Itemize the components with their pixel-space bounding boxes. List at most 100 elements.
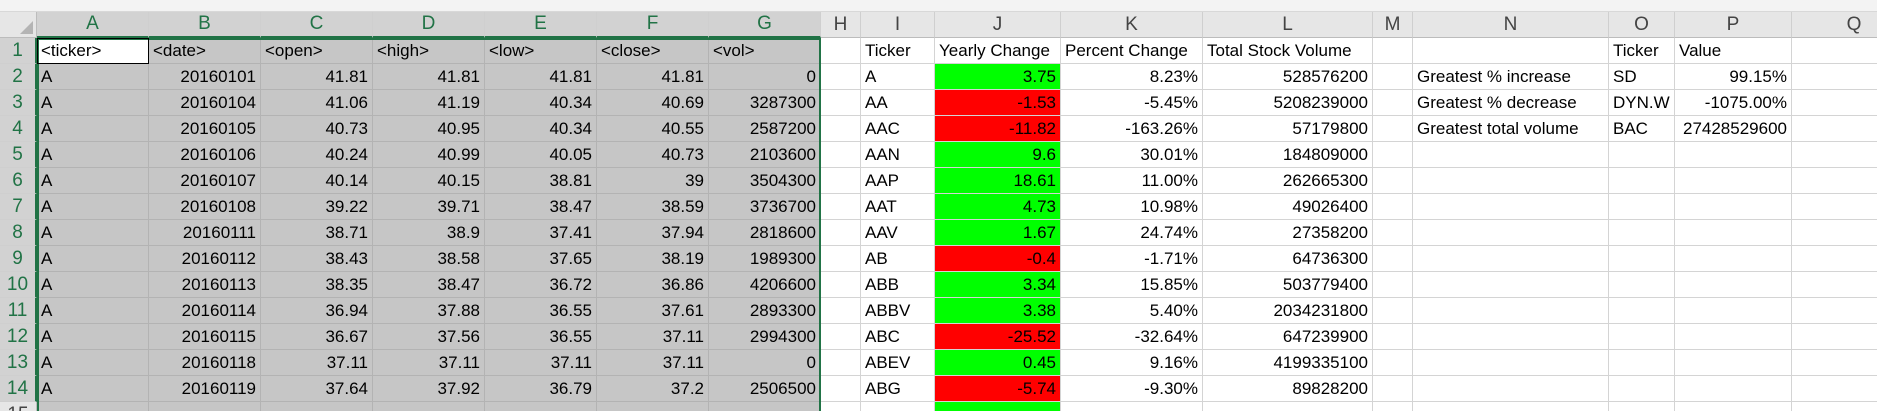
summary-ticker-cell[interactable]: ABBV (861, 298, 935, 324)
row-header-2[interactable]: 2 (0, 64, 37, 90)
stock-data-cell[interactable]: 2994300 (709, 324, 821, 350)
empty-cell[interactable] (1675, 376, 1792, 402)
stock-data-cell[interactable]: 36.86 (597, 272, 709, 298)
empty-cell[interactable] (1792, 116, 1877, 142)
yearly-change-cell[interactable]: 3.75 (935, 64, 1061, 90)
stock-data-cell[interactable]: 20160112 (149, 246, 261, 272)
percent-change-cell[interactable]: 24.74% (1061, 220, 1203, 246)
stock-data-cell[interactable]: 2506500 (709, 376, 821, 402)
empty-cell[interactable] (821, 350, 861, 376)
stock-data-cell[interactable]: 36.67 (261, 324, 373, 350)
stock-data-cell[interactable]: A (37, 142, 149, 168)
stock-data-cell[interactable]: 20160101 (149, 64, 261, 90)
greatest-value-cell[interactable]: 27428529600 (1675, 116, 1792, 142)
stock-data-cell[interactable]: 36.55 (485, 324, 597, 350)
stock-data-cell[interactable]: A (37, 376, 149, 402)
total-volume-cell[interactable]: 49026400 (1203, 194, 1373, 220)
empty-cell[interactable] (1609, 350, 1675, 376)
empty-cell[interactable] (821, 168, 861, 194)
yearly-change-cell[interactable]: 1.67 (935, 220, 1061, 246)
stock-data-cell[interactable]: 38.71 (261, 220, 373, 246)
empty-cell[interactable] (1373, 246, 1413, 272)
yearly-change-cell[interactable]: 4.73 (935, 194, 1061, 220)
stock-data-cell[interactable]: 40.34 (485, 116, 597, 142)
stock-data-cell[interactable] (261, 402, 373, 411)
stock-data-cell[interactable]: 3736700 (709, 194, 821, 220)
empty-cell[interactable] (1675, 194, 1792, 220)
row-header-14[interactable]: 14 (0, 376, 37, 402)
empty-cell[interactable] (1413, 246, 1609, 272)
stock-data-cell[interactable]: 37.11 (597, 350, 709, 376)
empty-cell[interactable] (1792, 376, 1877, 402)
stock-data-cell[interactable]: 20160115 (149, 324, 261, 350)
stock-data-cell[interactable]: 41.81 (261, 64, 373, 90)
empty-cell[interactable] (1373, 324, 1413, 350)
greatest-value-cell[interactable]: -1075.00% (1675, 90, 1792, 116)
total-volume-cell[interactable]: 4199335100 (1203, 350, 1373, 376)
empty-cell[interactable] (821, 116, 861, 142)
stock-data-cell[interactable]: A (37, 272, 149, 298)
stock-data-cell[interactable]: 38.47 (485, 194, 597, 220)
stock-data-cell[interactable]: 41.06 (261, 90, 373, 116)
stock-data-cell[interactable]: A (37, 194, 149, 220)
column-header-l[interactable]: L (1203, 12, 1373, 38)
empty-cell[interactable] (821, 220, 861, 246)
stock-data-cell[interactable]: 2103600 (709, 142, 821, 168)
yearly-change-cell[interactable]: -25.52 (935, 324, 1061, 350)
stock-data-cell[interactable]: 20160111 (149, 220, 261, 246)
yearly-change-cell[interactable]: -0.4 (935, 246, 1061, 272)
stock-data-cell[interactable]: 40.55 (597, 116, 709, 142)
empty-cell[interactable] (1609, 402, 1675, 411)
stock-data-cell[interactable] (485, 402, 597, 411)
stock-data-cell[interactable]: 20160105 (149, 116, 261, 142)
empty-cell[interactable] (1792, 298, 1877, 324)
empty-cell[interactable] (1373, 272, 1413, 298)
column-header-e[interactable]: E (485, 12, 597, 38)
stock-data-cell[interactable]: 37.61 (597, 298, 709, 324)
stock-data-cell[interactable]: 40.14 (261, 168, 373, 194)
empty-cell[interactable] (1792, 220, 1877, 246)
stock-data-cell[interactable]: 41.81 (485, 64, 597, 90)
stock-data-cell[interactable]: A (37, 324, 149, 350)
percent-change-cell[interactable]: -163.26% (1061, 116, 1203, 142)
empty-cell[interactable] (1413, 350, 1609, 376)
stock-data-cell[interactable]: 40.24 (261, 142, 373, 168)
empty-cell[interactable] (1609, 194, 1675, 220)
empty-cell[interactable] (1792, 194, 1877, 220)
stock-data-cell[interactable]: 41.81 (373, 64, 485, 90)
stock-data-cell[interactable]: 37.41 (485, 220, 597, 246)
stock-data-cell[interactable]: 36.94 (261, 298, 373, 324)
stock-data-cell[interactable]: 2587200 (709, 116, 821, 142)
stock-header-cell[interactable]: <open> (261, 38, 373, 64)
stock-data-cell[interactable]: 20160113 (149, 272, 261, 298)
stock-data-cell[interactable]: 36.79 (485, 376, 597, 402)
total-volume-cell[interactable]: 2034231800 (1203, 298, 1373, 324)
stock-data-cell[interactable]: A (37, 246, 149, 272)
summary-ticker-cell[interactable]: AA (861, 90, 935, 116)
empty-cell[interactable] (1675, 272, 1792, 298)
summary-ticker-cell[interactable]: AAP (861, 168, 935, 194)
empty-cell[interactable] (821, 90, 861, 116)
stock-data-cell[interactable]: 40.34 (485, 90, 597, 116)
empty-cell[interactable] (1413, 272, 1609, 298)
stock-data-cell[interactable]: A (37, 64, 149, 90)
row-header-1[interactable]: 1 (0, 38, 37, 64)
empty-cell[interactable] (1792, 142, 1877, 168)
column-header-a[interactable]: A (37, 12, 149, 38)
stock-data-cell[interactable]: 3504300 (709, 168, 821, 194)
stock-data-cell[interactable]: 36.55 (485, 298, 597, 324)
stock-data-cell[interactable]: 36.72 (485, 272, 597, 298)
summary-ticker-cell[interactable]: A (861, 64, 935, 90)
empty-cell[interactable] (1792, 350, 1877, 376)
empty-cell[interactable] (1413, 220, 1609, 246)
stock-data-cell[interactable]: 37.11 (261, 350, 373, 376)
empty-cell[interactable] (821, 376, 861, 402)
stock-data-cell[interactable]: 3287300 (709, 90, 821, 116)
empty-cell[interactable] (1373, 298, 1413, 324)
empty-cell[interactable] (821, 324, 861, 350)
column-header-c[interactable]: C (261, 12, 373, 38)
summary-ticker-cell[interactable] (861, 402, 935, 411)
select-all-corner[interactable] (0, 12, 37, 38)
column-header-i[interactable]: I (861, 12, 935, 38)
stock-data-cell[interactable] (373, 402, 485, 411)
